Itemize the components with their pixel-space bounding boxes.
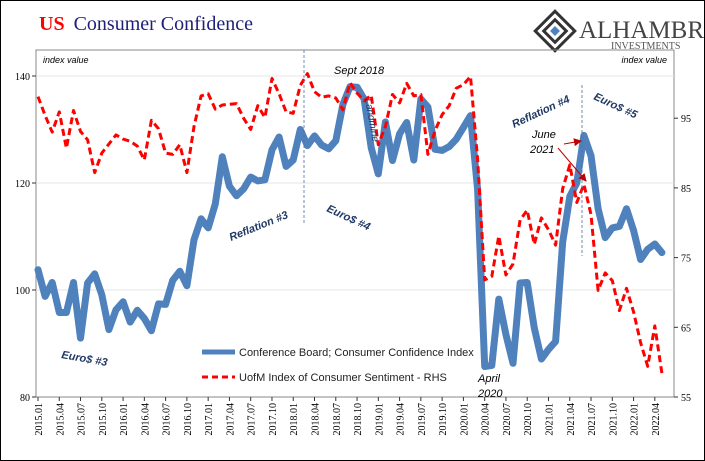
alhambra-logo: ALHAMBRA INVESTMENTS <box>533 9 705 53</box>
x-tick-label: 2019.10 <box>438 403 449 436</box>
x-tick-label: 2019.01 <box>374 403 385 436</box>
x-tick-label: 2016.07 <box>162 403 173 436</box>
x-tick-label: 2020.01 <box>459 403 470 436</box>
x-tick-label: 2018.01 <box>289 403 300 436</box>
annotation-euro4: Euro$ #4 <box>325 203 372 234</box>
annotation-april2020-1: April <box>477 373 501 385</box>
right-tick-label: 65 <box>681 323 691 334</box>
x-tick-label: 2021.04 <box>566 403 577 436</box>
x-tick-label: 2016.10 <box>183 403 194 436</box>
right-tick-label: 75 <box>681 254 691 265</box>
x-tick-label: 2020.10 <box>523 403 534 436</box>
x-tick-label: 2016.04 <box>140 403 151 436</box>
right-tick-label: 55 <box>681 393 691 404</box>
right-tick-label: 85 <box>681 184 691 195</box>
x-tick-label: 2021.01 <box>544 403 555 436</box>
annotation-april2020-2: 2020 <box>477 388 503 400</box>
title-prefix: US <box>39 13 65 35</box>
x-tick-label: 2020.07 <box>502 403 513 436</box>
x-tick-label: 2021.10 <box>608 403 619 436</box>
chart-title: US Consumer Confidence <box>39 13 253 35</box>
annotation-euro5: Euro$ #5 <box>592 91 640 122</box>
x-tick-label: 2019.04 <box>396 403 407 436</box>
arrow-cb-june2021 <box>563 138 582 147</box>
x-tick-label: 2015.04 <box>55 403 66 436</box>
x-tick-label: 2021.07 <box>587 403 598 436</box>
series-line-umich <box>36 72 664 374</box>
annotation-reflation4: Reflation #4 <box>510 93 572 130</box>
plot-frame <box>35 49 675 398</box>
arrow-umich-june2021 <box>557 147 587 182</box>
x-tick-label: 2017.04 <box>225 403 236 436</box>
left-axis-label: index value <box>43 55 89 65</box>
annotation-sept2018: Sept 2018 <box>334 65 385 77</box>
annotation-reflation3: Reflation #3 <box>228 209 290 243</box>
x-tick-label: 2018.04 <box>311 403 322 436</box>
x-tick-label: 2017.10 <box>268 403 279 436</box>
legend-label-umich: UofM Index of Consumer Sentiment - RHS <box>239 372 447 384</box>
left-tick-label: 140 <box>15 72 30 83</box>
x-tick-label: 2018.07 <box>332 403 343 436</box>
series-line-conference-board <box>34 83 666 370</box>
x-tick-label: 2016.01 <box>119 403 130 436</box>
legend: Conference Board; Consumer Confidence In… <box>202 347 474 384</box>
annotation-june2021-1: June <box>531 129 556 141</box>
annotation-euro3: Euro$ #3 <box>60 349 108 369</box>
x-tick-label: 2022.04 <box>651 403 662 436</box>
left-tick-label: 100 <box>15 286 30 297</box>
x-tick-label: 2015.01 <box>34 403 45 436</box>
x-tick-label: 2019.07 <box>417 403 428 436</box>
annotation-june2021-2: 2021 <box>529 144 554 156</box>
right-axis-label: index value <box>621 55 667 65</box>
x-tick-label: 2017.01 <box>204 403 215 436</box>
x-tick-label: 2015.07 <box>77 403 88 436</box>
left-tick-label: 120 <box>15 179 30 190</box>
right-tick-label: 95 <box>681 114 691 125</box>
x-tick-label: 2017.07 <box>247 403 258 436</box>
logo-name: ALHAMBRA <box>579 17 705 44</box>
x-tick-label: 2020.04 <box>481 403 492 436</box>
logo-sub: INVESTMENTS <box>611 41 680 52</box>
left-tick-label: 80 <box>20 393 30 404</box>
x-tick-label: 2015.10 <box>98 403 109 436</box>
x-tick-label: 2018.10 <box>353 403 364 436</box>
title-main: Consumer Confidence <box>74 13 254 35</box>
x-tick-label: 2022.01 <box>630 403 641 436</box>
legend-label-cb: Conference Board; Consumer Confidence In… <box>239 347 474 359</box>
